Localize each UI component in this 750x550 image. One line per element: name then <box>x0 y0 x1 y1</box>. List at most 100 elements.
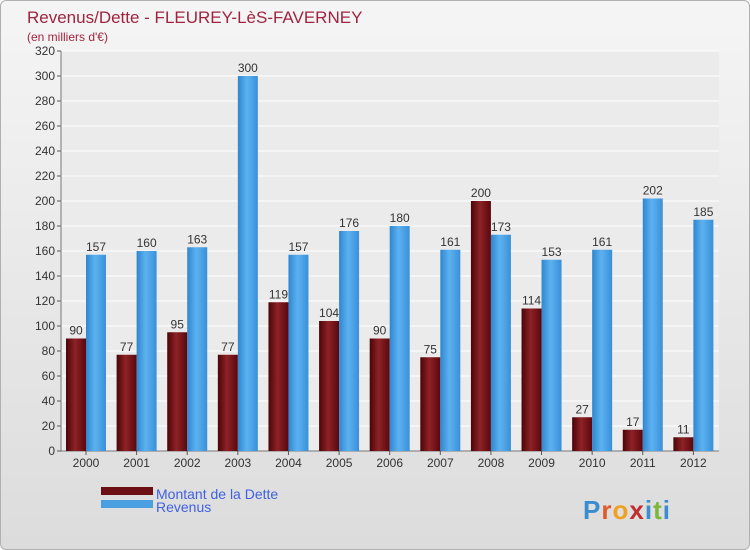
x-tick-label: 2005 <box>326 456 353 470</box>
legend-label-debt: Montant de la Dette <box>156 486 278 502</box>
y-tick-label: 80 <box>42 344 56 358</box>
x-tick-label: 2001 <box>123 456 150 470</box>
y-tick-label: 320 <box>35 44 55 58</box>
debt-data-label: 11 <box>677 422 690 436</box>
debt-data-label: 95 <box>171 317 185 331</box>
revenue-bar <box>693 219 714 451</box>
x-tick-label: 2010 <box>579 456 606 470</box>
debt-data-label: 119 <box>269 287 288 301</box>
x-tick-label: 2003 <box>224 456 251 470</box>
legend-label-revenue: Revenus <box>156 499 211 515</box>
revenue-data-label: 153 <box>542 245 562 259</box>
chart-title: Revenus/Dette - FLEUREY-LèS-FAVERNEY <box>27 8 362 27</box>
y-tick-label: 40 <box>42 394 56 408</box>
x-tick-label: 2009 <box>528 456 555 470</box>
debt-bar <box>268 302 289 451</box>
bars: 90 157 77 160 95 163 77 300 119 157 104 176 90 180 75 1… <box>66 61 714 451</box>
logo-letter: r <box>601 495 612 525</box>
logo-letter: i <box>663 495 671 525</box>
debt-bar <box>217 354 238 451</box>
y-tick-label: 280 <box>35 94 55 108</box>
debt-data-label: 104 <box>319 306 339 320</box>
y-tick-label: 240 <box>35 144 55 158</box>
x-axis: 2000 2001 2002 2003 2004 2005 2006 2007 2008 2009… <box>73 451 707 470</box>
debt-bar <box>572 417 593 451</box>
revenue-bar <box>136 251 157 451</box>
debt-data-label: 114 <box>522 294 541 308</box>
debt-bar <box>369 338 390 451</box>
debt-data-label: 77 <box>120 340 134 354</box>
y-tick-label: 20 <box>42 419 56 433</box>
x-tick-label: 2004 <box>275 456 302 470</box>
y-tick-label: 160 <box>35 244 55 258</box>
revenue-data-label: 180 <box>390 211 410 225</box>
debt-data-label: 77 <box>221 340 235 354</box>
debt-bar <box>66 338 86 451</box>
revenue-data-label: 173 <box>491 220 511 234</box>
debt-bar <box>470 201 491 451</box>
debt-bar <box>521 308 542 451</box>
revenue-bar <box>440 249 461 451</box>
y-tick-label: 120 <box>35 294 55 308</box>
debt-data-label: 90 <box>69 324 83 338</box>
legend-swatch-revenue <box>101 500 153 508</box>
revenue-data-label: 161 <box>440 235 460 249</box>
x-tick-label: 2008 <box>478 456 505 470</box>
revenue-data-label: 157 <box>288 240 308 254</box>
debt-data-label: 90 <box>373 324 387 338</box>
revenue-bar <box>86 254 106 451</box>
y-tick-label: 0 <box>48 444 55 458</box>
revenue-data-label: 202 <box>643 184 663 198</box>
logo-letter: x <box>629 495 644 525</box>
x-tick-label: 2000 <box>73 456 100 470</box>
y-tick-label: 260 <box>35 119 55 133</box>
y-tick-label: 220 <box>35 169 55 183</box>
y-tick-label: 300 <box>35 69 55 83</box>
debt-bar <box>167 332 188 451</box>
logo-letter: i <box>645 495 653 525</box>
revenue-data-label: 161 <box>592 235 612 249</box>
x-tick-label: 2006 <box>376 456 403 470</box>
proxiti-logo-text: Proxiti <box>583 495 671 525</box>
revenue-bar <box>389 226 410 451</box>
chart-subtitle: (en milliers d'€) <box>27 30 108 44</box>
revenue-bar <box>490 234 511 451</box>
y-tick-label: 60 <box>42 369 56 383</box>
revenue-bar <box>642 198 663 451</box>
revenue-data-label: 163 <box>187 232 207 246</box>
revenue-bar <box>288 254 309 451</box>
y-tick-label: 180 <box>35 219 55 233</box>
proxiti-logo: Proxiti <box>583 495 671 525</box>
x-tick-label: 2007 <box>427 456 454 470</box>
revenue-bar <box>237 76 258 451</box>
logo-letter: o <box>612 495 629 525</box>
revenue-bar <box>592 249 613 451</box>
x-tick-label: 2011 <box>630 456 656 470</box>
y-axis: 0 20 40 60 80 100 120 140 160 180 200 220 240 260 280 3… <box>35 44 719 458</box>
debt-bar <box>673 437 694 451</box>
y-tick-label: 100 <box>35 319 55 333</box>
debt-data-label: 27 <box>575 402 589 416</box>
revenue-bar <box>541 259 562 451</box>
logo-letter: t <box>653 495 663 525</box>
debt-data-label: 75 <box>424 342 438 356</box>
revenue-data-label: 160 <box>137 236 157 250</box>
revenue-data-label: 176 <box>339 216 359 230</box>
legend-swatch-debt <box>101 487 153 495</box>
debt-bar <box>622 429 643 451</box>
revenue-data-label: 157 <box>86 240 106 254</box>
revenue-bar <box>339 231 360 451</box>
logo-letter: P <box>583 495 601 525</box>
revenue-bar <box>187 247 208 451</box>
debt-bar <box>420 357 441 451</box>
debt-bar <box>319 321 340 451</box>
y-tick-label: 200 <box>35 194 55 208</box>
debt-bar <box>116 354 137 451</box>
y-tick-label: 140 <box>35 269 55 283</box>
x-tick-label: 2002 <box>174 456 201 470</box>
revenue-data-label: 300 <box>238 61 258 75</box>
debt-data-label: 200 <box>471 186 491 200</box>
debt-data-label: 17 <box>626 415 640 429</box>
